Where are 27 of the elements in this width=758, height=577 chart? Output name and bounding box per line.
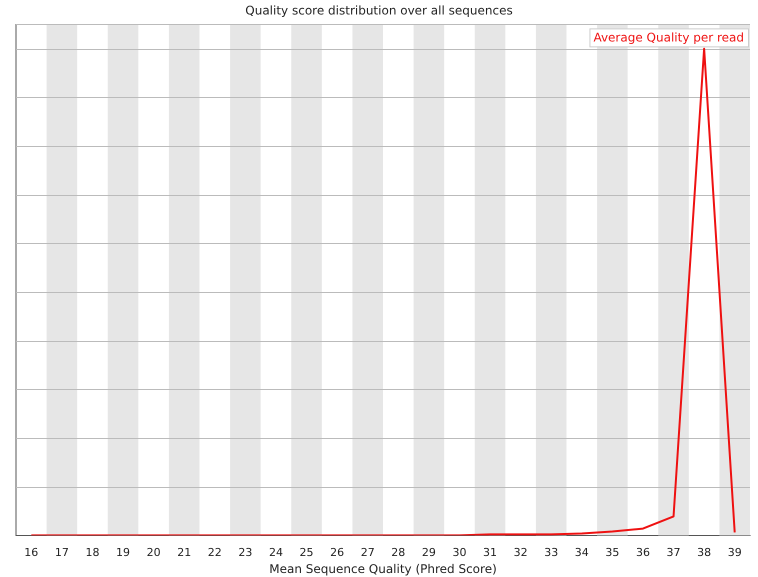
x-tick-label: 22 (208, 546, 222, 559)
x-tick-label: 25 (300, 546, 314, 559)
x-axis-title: Mean Sequence Quality (Phred Score) (269, 562, 497, 576)
x-tick-label: 19 (116, 546, 130, 559)
x-tick-label: 37 (666, 546, 681, 559)
x-tick-label: 32 (514, 546, 528, 559)
x-tick-label: 38 (697, 546, 712, 559)
x-tick-label: 35 (605, 546, 620, 559)
x-tick-label: 18 (85, 546, 100, 559)
text: Average Quality per read (593, 30, 744, 45)
x-tick-label: 36 (636, 546, 650, 559)
x-tick-label: 20 (146, 546, 161, 559)
x-tick-label: 21 (177, 546, 192, 559)
x-tick-label: 31 (483, 546, 498, 559)
chart-title: Quality score distribution over all sequences (245, 3, 513, 18)
x-tick-label: 24 (268, 546, 283, 559)
x-tick-label: 27 (360, 546, 375, 559)
x-tick-label: 29 (422, 546, 436, 559)
x-tick-label: 16 (24, 546, 38, 559)
x-tick-label: 26 (330, 546, 344, 559)
x-tick-label: 30 (452, 546, 466, 559)
x-tick-label: 34 (574, 546, 589, 559)
x-tick-label: 23 (238, 546, 252, 559)
x-tick-label: 28 (391, 546, 406, 559)
x-tick-label: 17 (54, 546, 69, 559)
x-tick-label: 39 (728, 546, 742, 559)
x-tick-label: 33 (544, 546, 558, 559)
